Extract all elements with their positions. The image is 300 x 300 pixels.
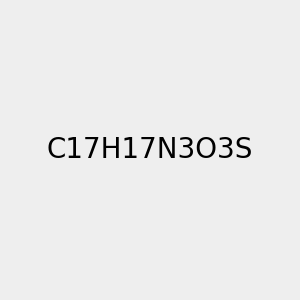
Text: C17H17N3O3S: C17H17N3O3S [47,136,253,164]
